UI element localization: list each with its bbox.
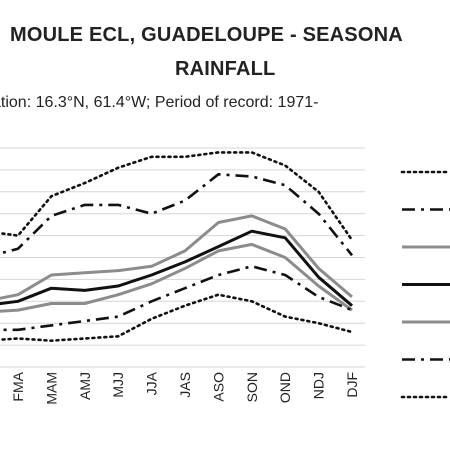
x-tick-label: SON — [244, 372, 260, 402]
series-line — [0, 229, 353, 307]
series-line — [0, 151, 354, 242]
series-line — [0, 265, 353, 332]
x-tick-label: ASO — [210, 372, 226, 402]
x-tick-label: AMJ — [77, 372, 93, 400]
x-tick-label: NDJ — [311, 372, 327, 399]
x-tick-label: JJA — [144, 371, 160, 395]
series-line — [0, 293, 354, 342]
x-tick-label: JAS — [177, 372, 193, 398]
x-tick-label: MAM — [43, 372, 59, 405]
series-line — [0, 242, 353, 313]
chart-title-line1: MOULE ECL, GUADELOUPE - SEASONA — [10, 24, 403, 46]
chart-subtitle: ation: 16.3°N, 61.4°W; Period of record:… — [0, 94, 319, 111]
series-line — [0, 173, 354, 257]
chart-title-line2: RAINFALL — [175, 58, 276, 80]
x-tick-label: DJF — [344, 372, 360, 398]
x-tick-label: OND — [277, 372, 293, 403]
x-tick-label: MJJ — [110, 372, 126, 398]
series-line — [0, 214, 353, 300]
x-tick-label: FMA — [10, 371, 26, 401]
